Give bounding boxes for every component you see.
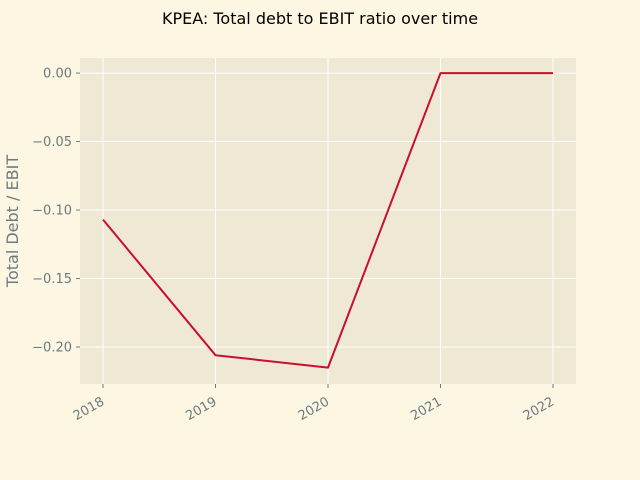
series-lines	[102, 72, 553, 369]
chart-title: KPEA: Total debt to EBIT ratio over time	[162, 9, 478, 28]
y-tick-label: 0.00	[43, 67, 72, 82]
y-tick-label: −0.15	[32, 272, 72, 287]
y-tick-label: −0.05	[32, 135, 72, 150]
y-axis-label: Total Debt / EBIT	[3, 155, 22, 288]
series-line	[102, 72, 553, 369]
grid	[80, 58, 576, 384]
y-tick-label: −0.20	[32, 341, 72, 356]
y-axis-ticks: 0.00 −0.05 −0.10 −0.15 −0.20	[32, 67, 80, 356]
y-tick-label: −0.10	[32, 204, 72, 219]
